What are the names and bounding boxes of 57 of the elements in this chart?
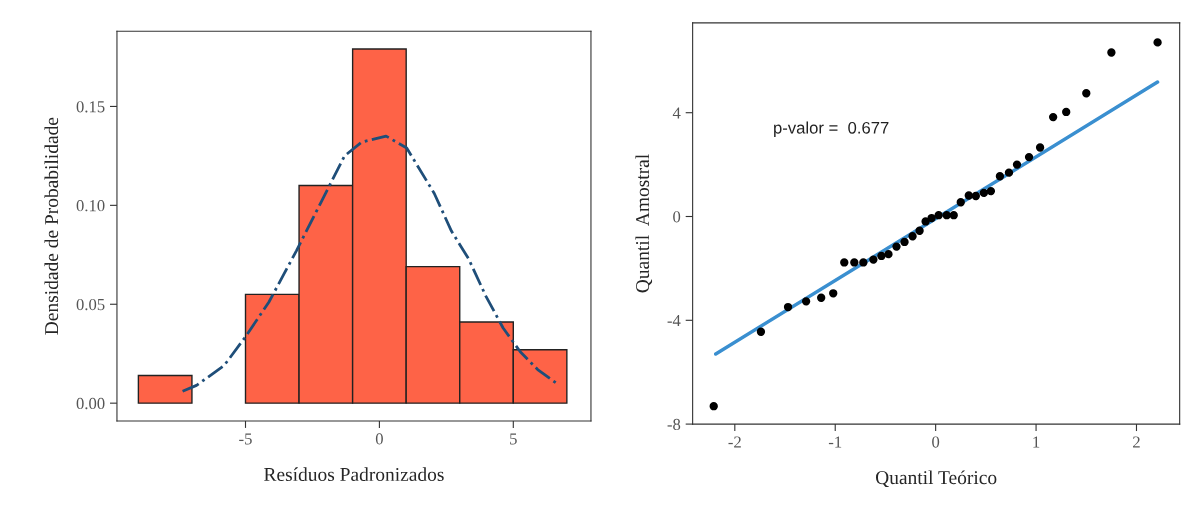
y-tick-label: 0.05 xyxy=(76,298,105,311)
annotation: p-valor = 0.677 xyxy=(774,121,889,137)
point xyxy=(915,226,924,235)
point xyxy=(995,172,1005,181)
line-series xyxy=(181,134,559,393)
point xyxy=(1035,143,1045,152)
x-tick-label: -1 xyxy=(828,436,842,448)
x-tick-label: 0 xyxy=(932,436,940,448)
point xyxy=(892,242,901,251)
x-tick-label: -2 xyxy=(728,436,741,448)
y-tick-label: -8 xyxy=(667,418,681,431)
point xyxy=(817,293,826,302)
point xyxy=(1062,107,1071,117)
point xyxy=(783,302,793,312)
x-tick-label: 2 xyxy=(1133,436,1140,448)
point xyxy=(1004,168,1014,177)
x-tick-label: 0 xyxy=(375,433,383,445)
y-tick-label: 0 xyxy=(673,211,681,223)
point xyxy=(1024,152,1034,162)
point xyxy=(934,211,943,220)
point xyxy=(1153,38,1162,47)
point xyxy=(986,186,996,196)
point xyxy=(1048,112,1058,122)
point xyxy=(840,258,849,267)
point xyxy=(964,191,973,200)
point xyxy=(801,297,811,306)
point xyxy=(900,237,909,247)
point xyxy=(850,258,859,267)
x-tick-label: 1 xyxy=(1033,436,1040,448)
y-axis-title: Quantil Amostral xyxy=(635,154,653,293)
point xyxy=(859,258,868,267)
point xyxy=(927,213,936,223)
point xyxy=(869,255,878,264)
point xyxy=(884,249,893,259)
point xyxy=(1012,160,1022,169)
y-tick-label: -4 xyxy=(667,315,681,327)
y-tick-label: 0.00 xyxy=(76,397,105,410)
point xyxy=(756,327,766,336)
point xyxy=(942,211,951,220)
point xyxy=(709,402,718,411)
point xyxy=(908,232,917,241)
point xyxy=(877,251,886,261)
point xyxy=(949,211,958,220)
x-axis-title: Resíduos Padronizados xyxy=(264,467,444,482)
point xyxy=(956,198,965,207)
y-tick-label: 0.15 xyxy=(76,101,105,113)
x-tick-label: 5 xyxy=(510,433,517,445)
y-tick-label: 4 xyxy=(672,107,681,119)
y-axis-title: Densidade de Probabilidade xyxy=(44,117,59,335)
x-tick-label: -5 xyxy=(239,433,252,445)
x-axis-title: Quantil Teórico xyxy=(875,470,997,488)
point xyxy=(979,188,989,198)
y-tick-label: 0.10 xyxy=(76,200,105,212)
point xyxy=(1082,89,1091,98)
point xyxy=(1107,48,1116,57)
point xyxy=(829,289,838,298)
point xyxy=(971,191,980,201)
